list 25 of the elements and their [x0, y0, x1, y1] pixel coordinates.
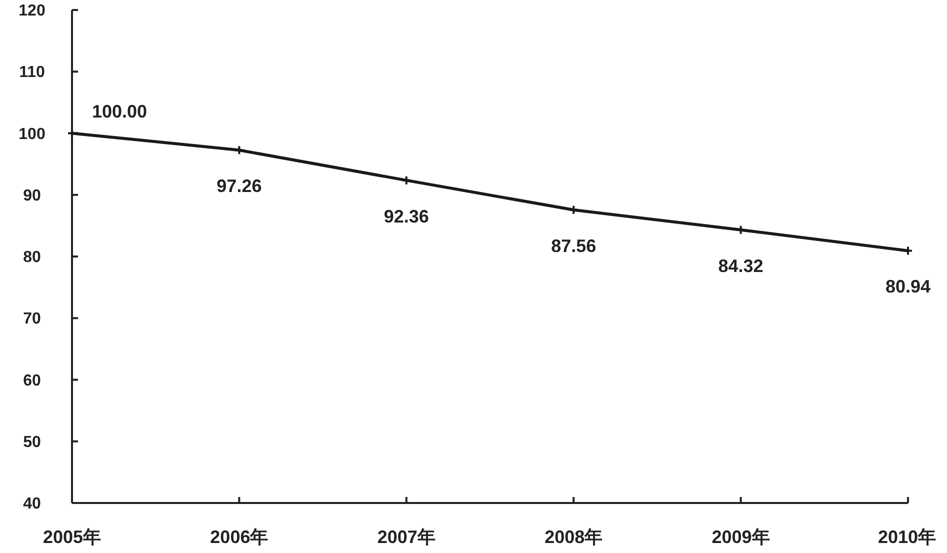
- y-tick-label: 40: [23, 496, 41, 513]
- y-tick-label: 60: [23, 372, 41, 390]
- data-label: 87.56: [551, 236, 596, 256]
- point: [736, 224, 746, 235]
- x-tick-label: 2007年: [377, 527, 436, 547]
- y-tick-label: 70: [23, 310, 41, 328]
- data-label: 84.32: [718, 256, 764, 276]
- data-label: 92.36: [384, 206, 429, 226]
- data-label: 97.26: [216, 176, 262, 196]
- y-tick-label: 50: [23, 434, 41, 451]
- y-tick-label: 100: [18, 126, 46, 143]
- x-tick-label: 2008年: [544, 527, 603, 547]
- point: [401, 175, 412, 186]
- x-tick-label: 2006年: [210, 527, 268, 547]
- y-tick-label: 80: [23, 249, 41, 266]
- y-tick-label: 110: [19, 64, 46, 82]
- x-tick-label: 2010年: [878, 527, 936, 547]
- y-tick-label: 90: [23, 187, 41, 204]
- point: [568, 204, 579, 215]
- data-label: 100.00: [92, 101, 148, 122]
- x-tick-label: 2009年: [712, 527, 770, 547]
- y-tick-label: 120: [18, 2, 46, 20]
- x-tick-label: 2005年: [42, 527, 102, 547]
- point: [234, 145, 244, 156]
- data-label: 80.94: [885, 276, 931, 297]
